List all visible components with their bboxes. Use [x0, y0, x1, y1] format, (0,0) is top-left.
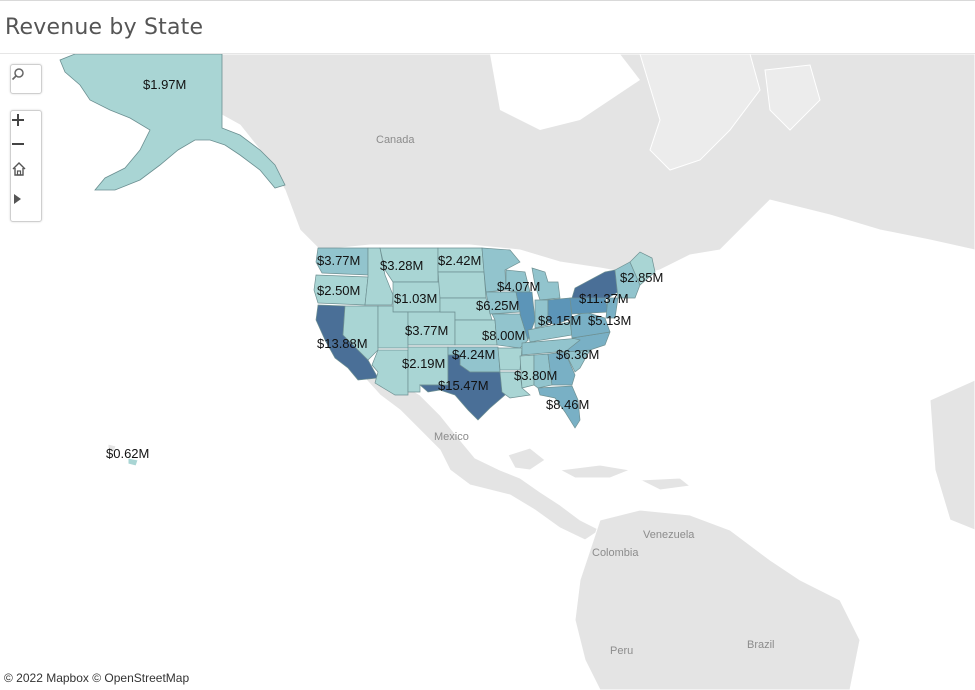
map-canvas[interactable]: Canada Mexico Venezuela Colombia Peru Br… — [0, 54, 975, 690]
state-georgia — [547, 351, 576, 386]
label-north-carolina: $6.36M — [556, 347, 599, 362]
place-brazil: Brazil — [747, 639, 775, 651]
label-oklahoma: $4.24M — [452, 347, 495, 362]
zoom-controls[interactable] — [10, 110, 42, 222]
place-canada: Canada — [376, 134, 415, 146]
label-maine: $2.85M — [620, 270, 663, 285]
label-iowa: $6.25M — [476, 298, 519, 313]
state-south-dakota — [437, 271, 487, 299]
state-illinois — [515, 291, 536, 342]
map-view[interactable]: Canada Mexico Venezuela Colombia Peru Br… — [0, 54, 975, 690]
search-control[interactable] — [10, 64, 42, 94]
state-arkansas — [497, 347, 523, 371]
label-new-mexico: $2.19M — [402, 356, 445, 371]
label-illinois: $8.00M — [482, 328, 525, 343]
label-oregon: $2.50M — [317, 283, 360, 298]
home-icon[interactable] — [11, 161, 41, 185]
map-attribution[interactable]: © 2022 Mapbox © OpenStreetMap — [4, 671, 190, 685]
place-mexico: Mexico — [434, 431, 469, 443]
label-texas: $15.47M — [438, 378, 489, 393]
place-labels: Canada Mexico Venezuela Colombia Peru Br… — [376, 134, 775, 657]
label-wisconsin: $4.07M — [497, 279, 540, 294]
label-pennsylvania: $5.13M — [588, 313, 631, 328]
minus-icon[interactable] — [11, 137, 41, 161]
state-michigan — [531, 267, 561, 301]
label-california: $13.88M — [317, 336, 368, 351]
label-utah: $1.03M — [394, 291, 437, 306]
state-maine — [629, 251, 656, 286]
us-states[interactable] — [313, 247, 656, 429]
search-icon[interactable] — [11, 67, 41, 91]
plus-icon[interactable] — [11, 113, 41, 137]
play-icon[interactable] — [11, 193, 41, 217]
state-florida — [537, 385, 581, 429]
state-alaska[interactable] — [59, 54, 286, 191]
state-utah — [377, 305, 409, 349]
page-title: Revenue by State — [5, 15, 204, 40]
state-texas — [419, 354, 506, 421]
label-hawaii: $0.62M — [106, 446, 149, 461]
place-peru: Peru — [610, 645, 633, 657]
state-louisiana — [499, 371, 531, 399]
label-new-york: $11.37M — [579, 291, 629, 306]
title-bar: Revenue by State — [0, 1, 975, 54]
state-oregon — [313, 274, 369, 306]
label-montana: $3.28M — [380, 258, 423, 273]
state-nevada — [342, 305, 379, 361]
state-ohio — [547, 297, 573, 326]
revenue-labels: $1.97M $0.62M $3.77M $2.50M $13.88M $3.2… — [106, 77, 663, 461]
label-colorado: $3.77M — [405, 323, 448, 338]
state-alabama — [533, 353, 553, 389]
label-alabama: $3.80M — [514, 368, 557, 383]
label-washington: $3.77M — [317, 253, 360, 268]
state-washington — [315, 247, 369, 276]
label-florida: $8.46M — [546, 397, 589, 412]
top-divider — [0, 0, 975, 1]
state-new-jersey — [605, 297, 619, 319]
label-alaska: $1.97M — [143, 77, 186, 92]
label-ohio: $8.15M — [538, 313, 581, 328]
state-minnesota — [481, 247, 521, 293]
place-colombia: Colombia — [592, 547, 639, 559]
basemap-land — [107, 54, 975, 690]
label-north-dakota: $2.42M — [438, 253, 481, 268]
place-venezuela: Venezuela — [643, 529, 695, 541]
state-indiana — [534, 299, 549, 329]
